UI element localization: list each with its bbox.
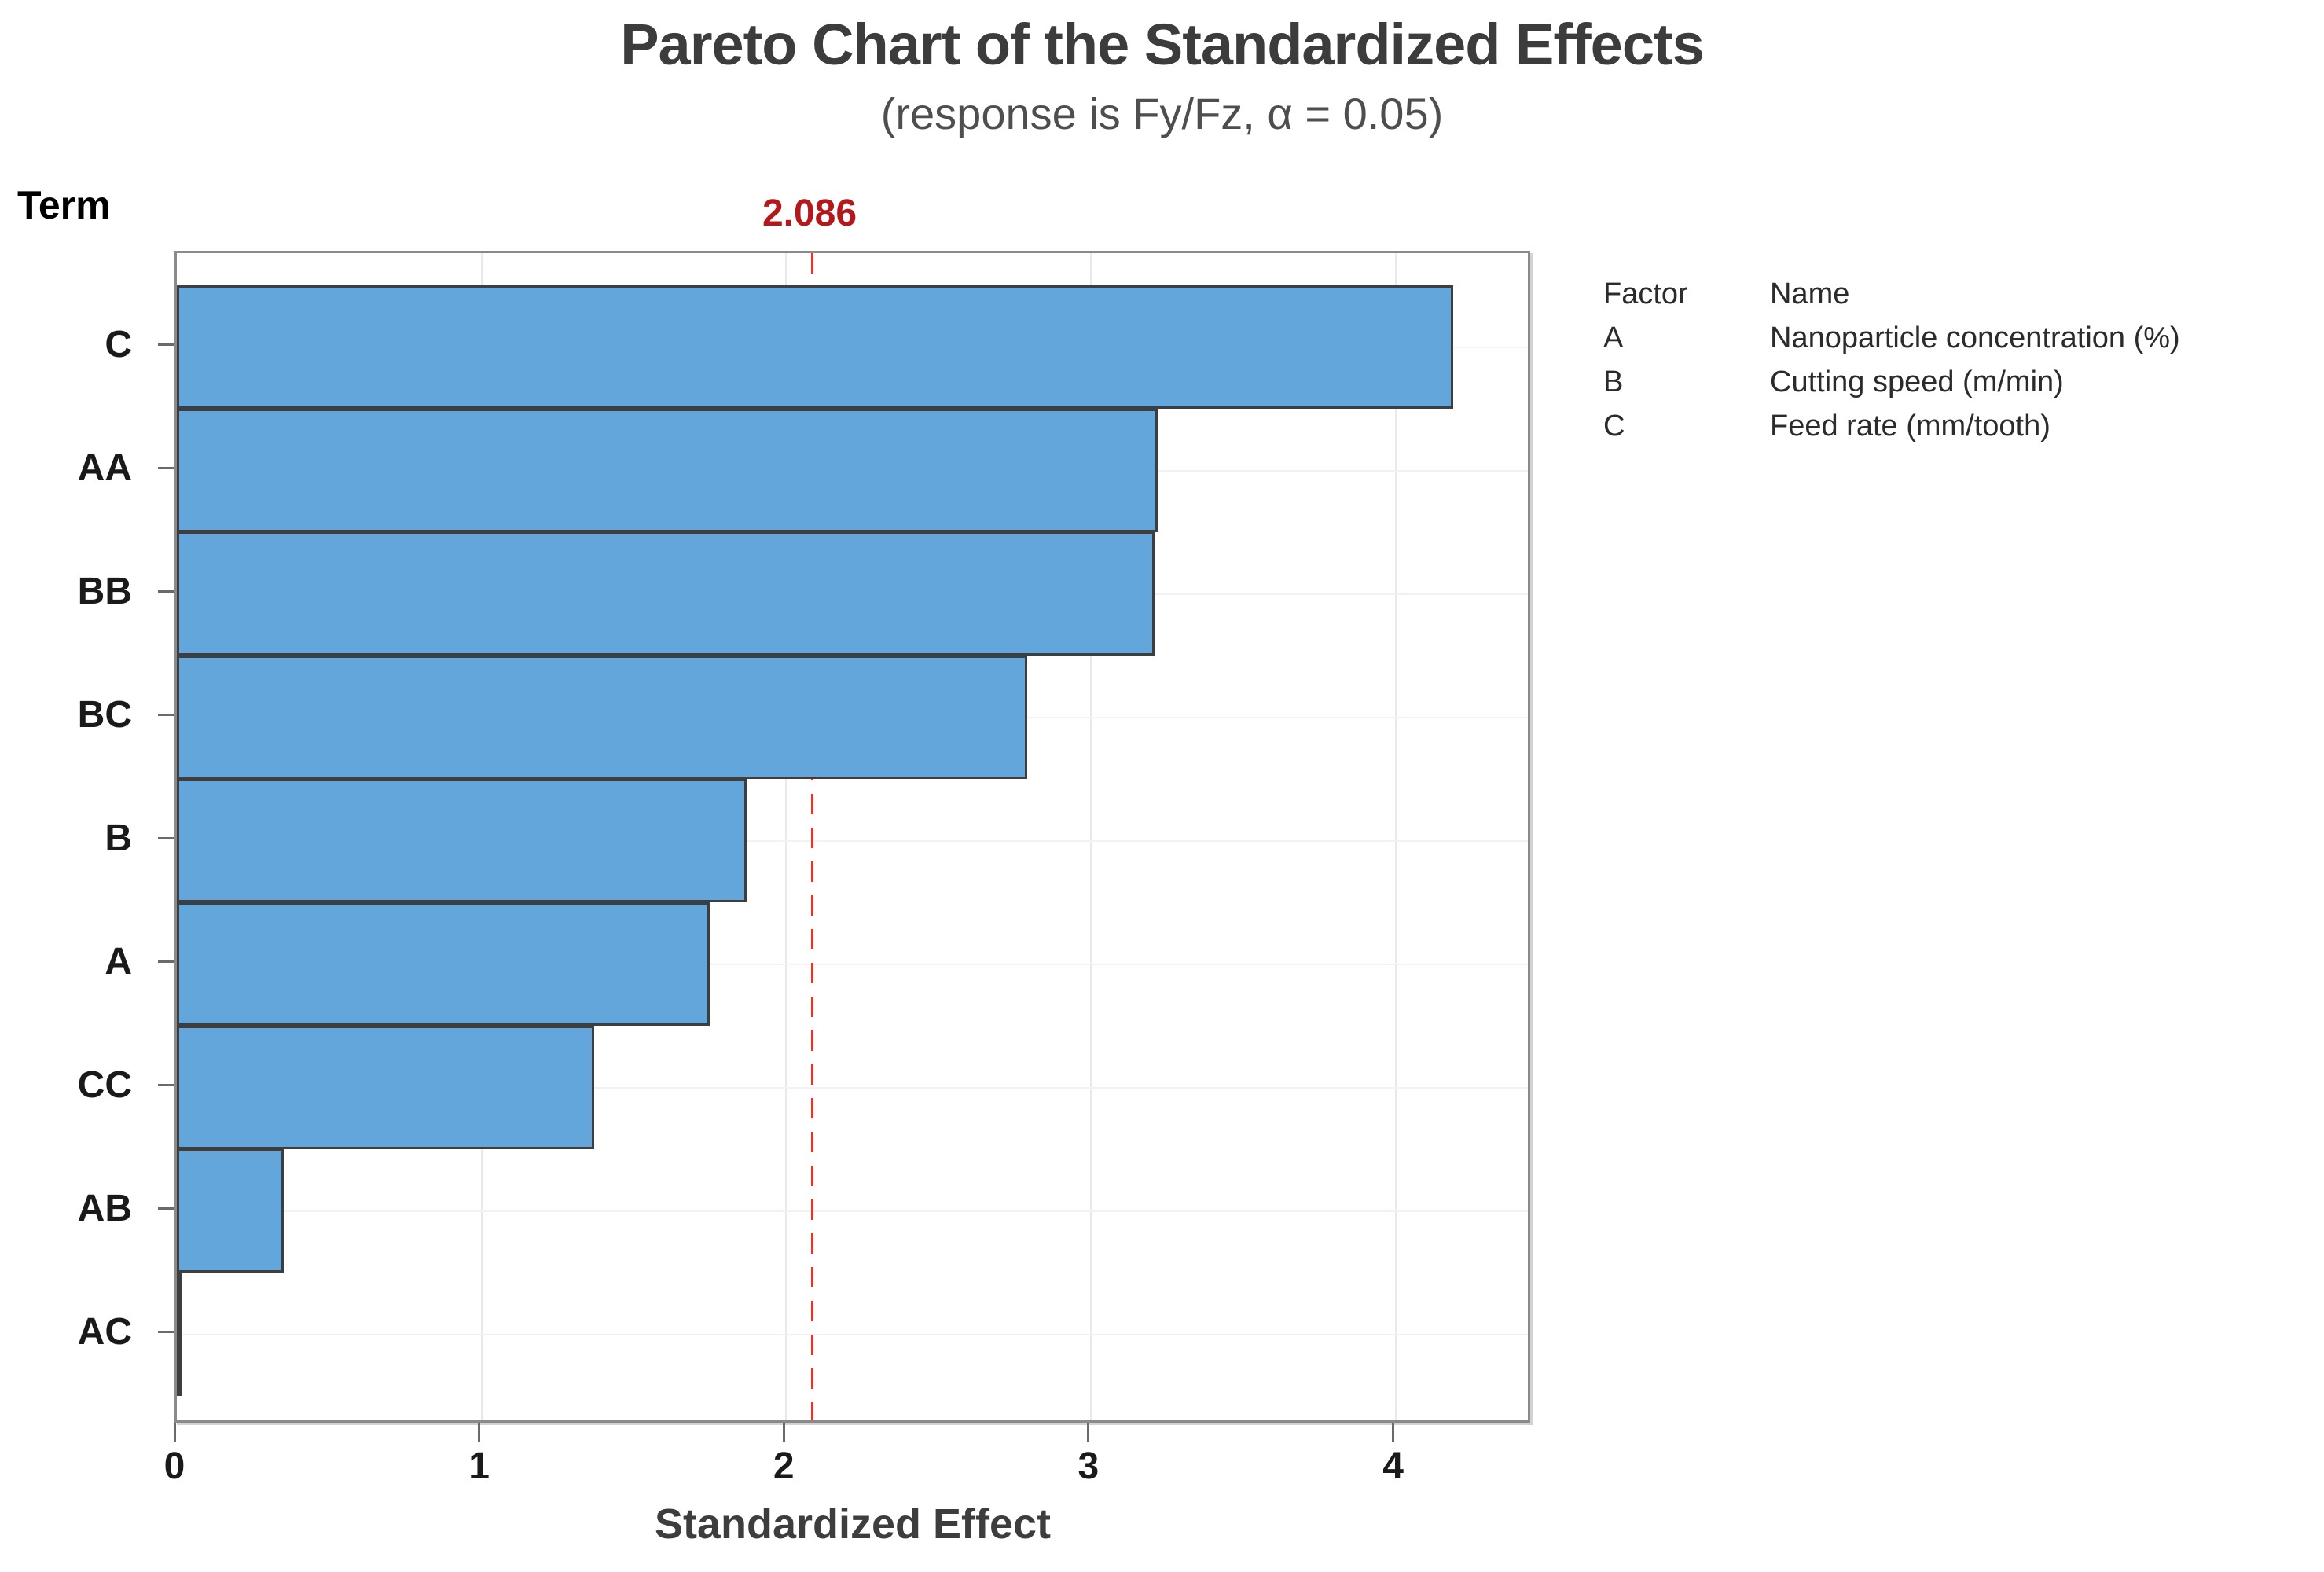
- legend-header-row: Factor Name: [1603, 272, 2180, 316]
- legend-factor: B: [1603, 365, 1624, 399]
- x-tick: [1392, 1423, 1395, 1442]
- y-tick-label-AA: AA: [77, 446, 132, 489]
- y-tick: [158, 1084, 174, 1086]
- gridline-horizontal: [177, 839, 1528, 842]
- y-tick-label-A: A: [105, 940, 132, 982]
- bar-A: [177, 902, 710, 1026]
- bar-AB: [177, 1149, 284, 1273]
- reference-line: [811, 253, 814, 1420]
- legend-header-name: Name: [1770, 277, 1850, 310]
- y-tick-label-AC: AC: [77, 1310, 132, 1353]
- legend-rows: A Nanoparticle concentration (%) B Cutting …: [1603, 316, 2180, 448]
- y-tick-label-AB: AB: [77, 1187, 132, 1229]
- y-tick-label-CC: CC: [77, 1063, 132, 1106]
- y-tick: [158, 590, 174, 593]
- legend-row: C Feed rate (mm/tooth): [1603, 404, 2180, 448]
- gridline-vertical: [785, 253, 788, 1420]
- y-axis-title: Term: [17, 183, 111, 227]
- plot-area: [174, 251, 1530, 1423]
- legend-row: A Nanoparticle concentration (%): [1603, 316, 2180, 360]
- legend-factor: A: [1603, 321, 1624, 354]
- x-tick-label-3: 3: [1078, 1445, 1100, 1487]
- bar-BB: [177, 532, 1155, 656]
- bar-C: [177, 285, 1454, 409]
- chart-subtitle: (response is Fy/Fz, α = 0.05): [880, 89, 1444, 138]
- bar-CC: [177, 1026, 595, 1149]
- y-tick: [158, 1207, 174, 1210]
- y-tick: [158, 837, 174, 839]
- y-tick: [158, 714, 174, 716]
- x-tick-label-2: 2: [773, 1445, 795, 1487]
- legend-row: B Cutting speed (m/min): [1603, 360, 2180, 404]
- x-tick: [1087, 1423, 1090, 1442]
- y-tick: [158, 467, 174, 469]
- x-axis-title: Standardized Effect: [654, 1500, 1052, 1548]
- gridline-horizontal: [177, 1333, 1528, 1335]
- y-tick-label-C: C: [105, 323, 132, 365]
- legend-name: Feed rate (mm/tooth): [1770, 410, 2050, 443]
- bar-BC: [177, 656, 1027, 779]
- x-tick: [782, 1423, 785, 1442]
- x-tick: [173, 1423, 176, 1442]
- chart-title: Pareto Chart of the Standardized Effects: [620, 12, 1705, 77]
- gridline-vertical: [1089, 253, 1092, 1420]
- bar-B: [177, 779, 747, 902]
- bar-AC: [177, 1273, 182, 1396]
- x-tick-label-4: 4: [1382, 1445, 1404, 1487]
- gridline-horizontal: [177, 1086, 1528, 1089]
- y-tick: [158, 343, 174, 346]
- factor-legend: Factor Name A Nanoparticle concentration …: [1603, 272, 2180, 448]
- x-tick-label-1: 1: [468, 1445, 490, 1487]
- gridline-horizontal: [177, 963, 1528, 965]
- legend-factor: C: [1603, 410, 1625, 443]
- legend-header-factor: Factor: [1603, 277, 1688, 310]
- gridline-horizontal: [177, 1210, 1528, 1212]
- y-tick: [158, 960, 174, 963]
- y-tick: [158, 1331, 174, 1333]
- y-tick-label-B: B: [105, 817, 132, 859]
- y-tick-label-BB: BB: [77, 570, 132, 612]
- x-tick-label-0: 0: [163, 1445, 185, 1487]
- legend-name: Cutting speed (m/min): [1770, 365, 2064, 399]
- bar-AA: [177, 409, 1158, 532]
- gridline-vertical: [1394, 253, 1397, 1420]
- reference-line-label: 2.086: [762, 193, 857, 234]
- y-tick-label-BC: BC: [77, 693, 132, 736]
- x-tick: [478, 1423, 481, 1442]
- legend-name: Nanoparticle concentration (%): [1770, 321, 2180, 354]
